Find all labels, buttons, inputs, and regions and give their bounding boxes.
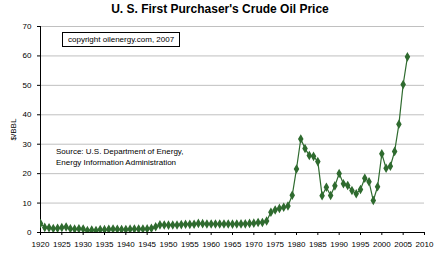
svg-text:1945: 1945 — [138, 240, 156, 249]
svg-text:1965: 1965 — [224, 240, 242, 249]
svg-text:1955: 1955 — [181, 240, 199, 249]
svg-text:10: 10 — [23, 199, 32, 208]
svg-text:$/BBL: $/BBL — [9, 118, 18, 140]
html-text:Source: U.S. Department of Ene: Source: U.S. Department of Energy, — [56, 147, 184, 156]
svg-text:1940: 1940 — [117, 240, 135, 249]
svg-text:1975: 1975 — [266, 240, 284, 249]
svg-text:1970: 1970 — [245, 240, 263, 249]
html-text:copyright oilenergy.com, 2007: copyright oilenergy.com, 2007 — [68, 35, 175, 44]
svg-text:2010: 2010 — [416, 240, 434, 249]
svg-text:40: 40 — [23, 110, 32, 119]
svg-text:1925: 1925 — [53, 240, 71, 249]
svg-text:1930: 1930 — [74, 240, 92, 249]
svg-text:2000: 2000 — [373, 240, 391, 249]
svg-text:1985: 1985 — [309, 240, 327, 249]
html-text:U. S. First Purchaser's Crude: U. S. First Purchaser's Crude Oil Price — [111, 2, 329, 16]
svg-text:1990: 1990 — [330, 240, 348, 249]
svg-text:20: 20 — [23, 169, 32, 178]
svg-text:70: 70 — [23, 22, 32, 31]
svg-text:30: 30 — [23, 140, 32, 149]
svg-text:0: 0 — [27, 228, 32, 237]
svg-text:1935: 1935 — [96, 240, 114, 249]
svg-text:50: 50 — [23, 81, 32, 90]
svg-text:1980: 1980 — [288, 240, 306, 249]
svg-text:1995: 1995 — [352, 240, 370, 249]
svg-text:2005: 2005 — [394, 240, 412, 249]
svg-text:1950: 1950 — [160, 240, 178, 249]
html-text:Energy Information Administrat: Energy Information Administration — [56, 158, 177, 167]
svg-text:1920: 1920 — [32, 240, 50, 249]
svg-text:1960: 1960 — [202, 240, 220, 249]
svg-text:60: 60 — [23, 51, 32, 60]
